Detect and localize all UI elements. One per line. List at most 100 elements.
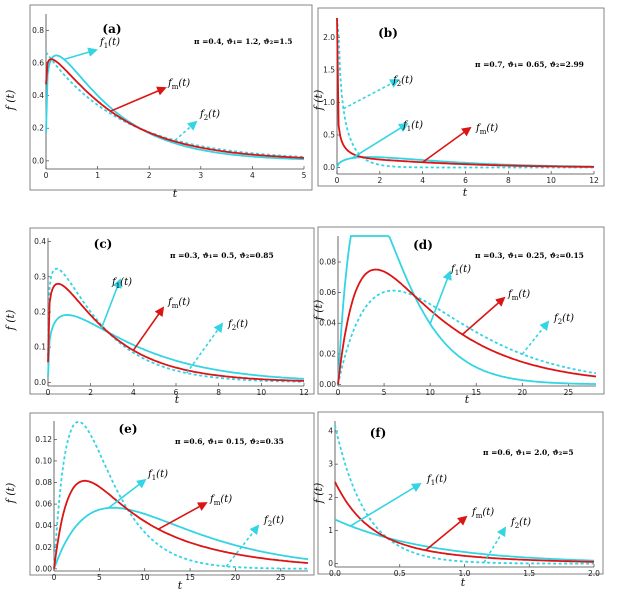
- x-tick-label: 0: [46, 388, 51, 397]
- series-line-f1: [47, 313, 304, 380]
- x-axis-label: t: [178, 579, 183, 592]
- annotation-arrow-f1: [100, 278, 122, 329]
- series-label-f1: f1(t): [450, 264, 471, 277]
- series-label-f2: f2(t): [263, 515, 284, 528]
- series-label-f1: f1(t): [402, 120, 423, 133]
- series-line-f1: [337, 235, 596, 385]
- x-tick-label: 12: [299, 388, 309, 397]
- params-text: π =0.7, ϑ₁= 0.65, ϑ₂=2.99: [475, 60, 584, 69]
- x-tick-label: 2: [88, 388, 93, 397]
- panel-e: 0 5 10 15 20 25 0.00 0.02 0.04 0.06 0.08 0.10 0.12 t f…: [4, 412, 315, 592]
- x-tick-label: 20: [231, 573, 241, 582]
- series-label-fm: fm(t): [167, 297, 190, 310]
- x-tick-label: 10: [257, 388, 267, 397]
- y-tick-label: 0.00: [319, 380, 336, 389]
- annotation-arrow-fm: [110, 86, 167, 112]
- y-tick-label: 1: [328, 526, 333, 535]
- y-tick-label: 0.00: [35, 564, 52, 573]
- panel-frame: [317, 411, 604, 575]
- params-text: π =0.3, ϑ₁= 0.5, ϑ₂=0.85: [170, 251, 274, 260]
- panel-label: (b): [378, 26, 398, 40]
- panel-d: 0 5 10 15 20 25 0.00 0.02 0.04 0.06 0.08 t f (t) (d) π…: [312, 226, 605, 406]
- panel-frame: [29, 412, 315, 576]
- series-label-f2: f2(t): [553, 313, 574, 326]
- panel-frame: [29, 227, 315, 395]
- y-tick-label: 0.2: [32, 124, 44, 133]
- series-line-f2: [45, 51, 305, 158]
- y-tick-label: 2.0: [323, 33, 335, 42]
- series-line-f1: [334, 518, 594, 562]
- x-tick-label: 1.0: [459, 569, 471, 578]
- y-tick-label: 0: [328, 559, 333, 568]
- x-tick-label: 5: [97, 573, 102, 582]
- series-label-f1: f1(t): [426, 474, 447, 487]
- series-line-f2: [337, 289, 597, 385]
- series-line-f2: [47, 267, 304, 383]
- x-tick-label: 6: [463, 176, 468, 185]
- panel-a: 0 1 2 3 4 5 0.0 0.2 0.4 0.6 0.8 t f (t) (a) π =0.4, ϑ₁…: [4, 4, 313, 200]
- series-line-f2: [53, 421, 308, 570]
- annotation-arrow-f1: [350, 483, 422, 527]
- x-tick-label: 10: [140, 573, 150, 582]
- y-tick-label: 0.08: [319, 258, 336, 267]
- x-axis-label: t: [175, 393, 180, 406]
- x-tick-label: 0.0: [329, 569, 341, 578]
- panel-b: 0 2 4 6 8 10 12 0.0 0.5 1.0 1.5 2.0 t f (t) (b) π =0.7,…: [312, 7, 605, 199]
- x-tick-label: 12: [589, 176, 599, 185]
- series-line-fm: [337, 268, 597, 385]
- y-tick-label: 0.06: [35, 500, 52, 509]
- series-label-f1: f1(t): [99, 37, 120, 50]
- annotation-arrow-fm: [425, 515, 468, 551]
- x-tick-label: 4: [131, 388, 136, 397]
- y-tick-label: 0.02: [319, 349, 336, 358]
- x-tick-label: 1: [95, 171, 100, 180]
- annotation-arrow-f1: [107, 478, 147, 509]
- y-tick-label: 0.06: [319, 288, 336, 297]
- y-tick-label: 4: [328, 426, 333, 435]
- params-text: π =0.6, ϑ₁= 2.0, ϑ₂=5: [483, 448, 574, 457]
- annotation-arrow-fm: [461, 296, 506, 336]
- series-label-fm: fm(t): [167, 78, 190, 91]
- annotation-arrow-fm: [157, 502, 208, 530]
- y-tick-label: 0.12: [35, 435, 52, 444]
- series-label-f1: f1(t): [111, 277, 132, 290]
- series-label-f2: f2(t): [227, 319, 248, 332]
- annotation-arrow-f2: [186, 322, 224, 374]
- x-tick-label: 15: [471, 388, 481, 397]
- y-axis-label: f (t): [4, 310, 17, 332]
- x-tick-label: 0: [335, 176, 340, 185]
- x-tick-label: 5: [382, 388, 387, 397]
- y-tick-label: 0.8: [32, 26, 44, 35]
- x-tick-label: 2.0: [588, 569, 600, 578]
- y-tick-label: 0.4: [34, 237, 46, 246]
- panel-frame: [317, 226, 605, 395]
- annotation-arrow-f2: [521, 320, 550, 355]
- panel-label: (d): [413, 238, 433, 252]
- y-tick-label: 1.5: [323, 66, 335, 75]
- x-tick-label: 10: [546, 176, 556, 185]
- y-tick-label: 0.0: [34, 378, 46, 387]
- params-text: π =0.6, ϑ₁= 0.15, ϑ₂=0.35: [175, 437, 284, 446]
- panel-c: 0 2 4 6 8 10 12 0.0 0.1 0.2 0.3 0.4 t f (t) (c) π =0.3,…: [4, 227, 315, 406]
- panel-frame: [317, 7, 605, 187]
- series-line-fm: [53, 479, 309, 569]
- annotation-arrow-f2: [174, 120, 198, 141]
- y-tick-label: 0.08: [35, 478, 52, 487]
- panel-label: (c): [94, 237, 113, 251]
- y-axis-label: f (t): [312, 300, 325, 322]
- series-label-f1: f1(t): [147, 469, 168, 482]
- series-label-fm: fm(t): [507, 289, 530, 302]
- series-label-f2: f2(t): [392, 75, 413, 88]
- x-tick-label: 0: [336, 388, 341, 397]
- annotation-arrow-f1: [429, 270, 452, 325]
- x-tick-label: 2: [147, 171, 152, 180]
- series-line-f1: [45, 54, 305, 161]
- params-text: π =0.3, ϑ₁= 0.25, ϑ₂=0.15: [475, 251, 584, 260]
- annotation-arrow-f1: [63, 47, 98, 61]
- x-axis-label: t: [463, 186, 468, 199]
- x-axis-label: t: [173, 187, 178, 200]
- series-line-f2: [336, 17, 594, 169]
- params-text: π =0.4, ϑ₁= 1.2, ϑ₂=1.5: [194, 37, 292, 46]
- x-tick-label: 4: [250, 171, 255, 180]
